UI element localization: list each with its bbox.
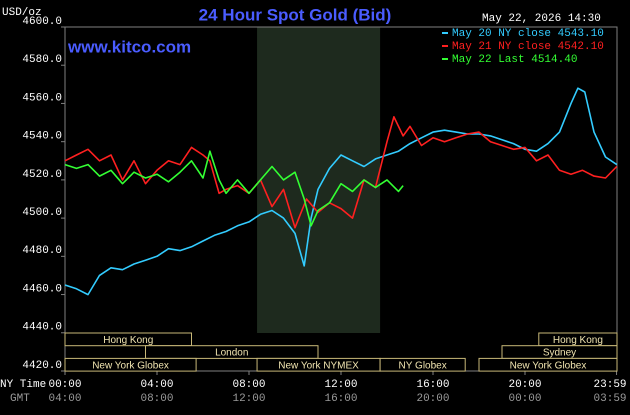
x-tick-label: 12:00: [324, 379, 357, 391]
chart-title: 24 Hour Spot Gold (Bid): [199, 5, 392, 24]
price-line: [64, 116, 618, 229]
y-tick-label: 4540.0: [22, 131, 62, 143]
x2-tick-label: 03:59: [594, 393, 627, 405]
session-box: [64, 332, 192, 347]
y-tick-label: 4520.0: [22, 169, 62, 181]
session-label: Hong Kong: [103, 335, 153, 346]
y-tick-label: 4580.0: [22, 54, 62, 66]
price-line: [64, 87, 618, 296]
x2-tick-label: 12:00: [232, 393, 265, 405]
y-tick-label: 4560.0: [22, 92, 62, 104]
legend-entry: May 21 NY close 4542.10: [452, 41, 604, 53]
website: www.kitco.com: [67, 37, 191, 56]
session-label: NY Globex: [399, 360, 447, 371]
x-tick-label: 04:00: [140, 379, 173, 391]
session-label: London: [215, 348, 248, 359]
x2-tick-label: 04:00: [48, 393, 81, 405]
legend-entry: May 22 Last 4514.40: [452, 54, 577, 66]
y-tick-label: 4480.0: [22, 245, 62, 257]
y-tick-label: 4500.0: [22, 207, 62, 219]
x-tick-label: 23:59: [594, 379, 627, 391]
x-tick-label: 16:00: [416, 379, 449, 391]
x-axis-label: NY Time: [0, 379, 46, 391]
price-line: [64, 150, 404, 227]
legend-entry: May 20 NY close 4543.10: [452, 28, 604, 40]
x-tick-label: 00:00: [48, 379, 81, 391]
y-axis-label: USD/oz: [2, 7, 42, 19]
session-label: Sydney: [543, 348, 576, 359]
shaded-band: [257, 27, 381, 333]
y-tick-label: 4460.0: [22, 283, 62, 295]
session-label: New York Globex: [92, 360, 169, 371]
session-label: New York Globex: [510, 360, 587, 371]
session-box: [379, 357, 466, 372]
x-tick-label: 08:00: [232, 379, 265, 391]
x-tick-label: 20:00: [508, 379, 541, 391]
session-label: New York NYMEX: [278, 360, 359, 371]
timestamp: May 22, 2026 14:30: [482, 13, 601, 25]
y-tick-label: 4420.0: [22, 360, 62, 372]
session-box: [478, 357, 618, 372]
x2-axis-label: GMT: [10, 393, 30, 405]
x2-tick-label: 16:00: [324, 393, 357, 405]
session-box: [145, 345, 319, 359]
y-tick-label: 4440.0: [22, 322, 62, 334]
y-tick-label: 4600.0: [22, 16, 62, 28]
x2-tick-label: 00:00: [508, 393, 541, 405]
session-box: [64, 357, 197, 372]
x2-tick-label: 08:00: [140, 393, 173, 405]
x2-tick-label: 20:00: [416, 393, 449, 405]
session-label: Hong Kong: [553, 335, 603, 346]
